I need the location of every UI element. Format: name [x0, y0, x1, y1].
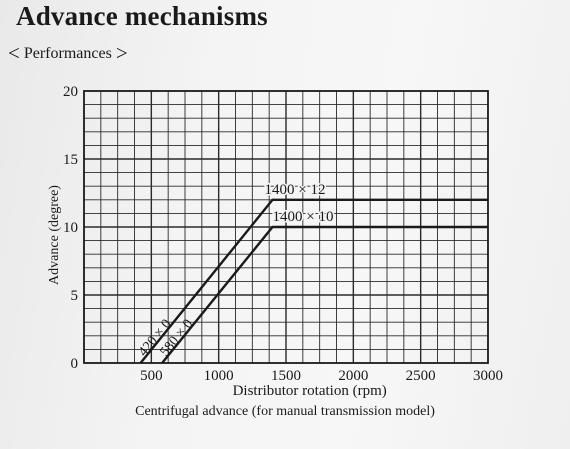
x-tick-label: 2000 [338, 368, 368, 384]
subtitle-text: Performances [23, 45, 112, 62]
y-tick-label: 0 [71, 356, 79, 372]
y-tick-label: 10 [63, 220, 78, 236]
x-axis-label: Distributor rotation (rpm) [233, 383, 387, 399]
y-tick-label: 20 [63, 84, 78, 100]
x-tick-label: 3000 [473, 368, 503, 384]
x-tick-label: 2500 [406, 368, 436, 384]
x-tick-label: 1500 [271, 368, 301, 384]
figure-caption: Centrifugal advance (for manual transmis… [135, 404, 435, 419]
advance-chart: 500 1000 1500 2000 2500 3000 0 5 10 15 20 Distribut… [47, 84, 503, 399]
left-angle-bracket: < [8, 41, 20, 65]
y-tick-label: 15 [63, 152, 78, 168]
x-tick-label: 1000 [204, 368, 234, 384]
knee-point-label: 1400 × 10 [273, 209, 334, 225]
series-line [161, 225, 488, 364]
knee-point-label: 1400 × 12 [265, 182, 326, 198]
series-line [139, 198, 488, 364]
page-title: Advance mechanisms [16, 1, 268, 31]
y-axis-label: Advance (degree) [47, 185, 62, 285]
x-tick-label: 500 [140, 368, 163, 384]
section-subtitle: < Performances > [8, 42, 128, 65]
right-angle-bracket: > [115, 41, 128, 65]
y-tick-label: 5 [71, 288, 79, 304]
